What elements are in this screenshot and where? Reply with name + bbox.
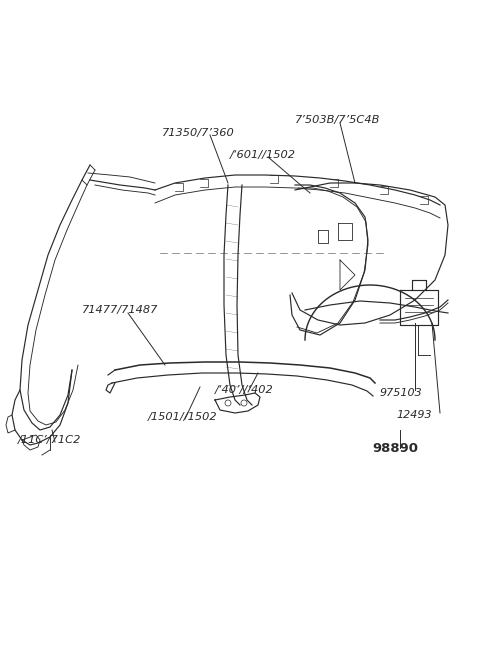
Text: 71350/7’360: 71350/7’360 <box>162 128 235 138</box>
Text: 98890: 98890 <box>372 442 418 455</box>
Text: 12493: 12493 <box>396 410 432 420</box>
Text: 7’503B/7’5C4B: 7’503B/7’5C4B <box>295 115 380 125</box>
Text: /‘40’//‘402: /‘40’//‘402 <box>215 385 274 395</box>
Text: 71477/71487: 71477/71487 <box>82 305 158 315</box>
Text: /11C’/71C2: /11C’/71C2 <box>18 435 82 445</box>
Text: /‘601//1502: /‘601//1502 <box>230 150 296 160</box>
Text: /1501//1502: /1501//1502 <box>148 412 217 422</box>
Text: 975103: 975103 <box>380 388 423 398</box>
